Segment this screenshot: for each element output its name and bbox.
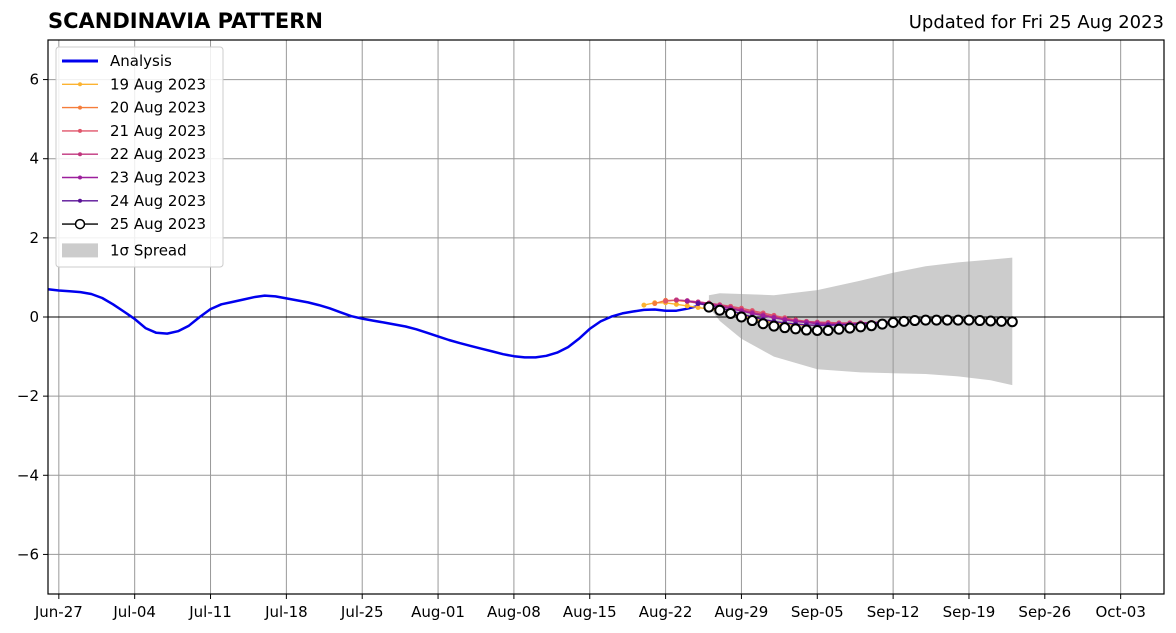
legend-swatch-marker <box>78 198 82 203</box>
latest-point <box>1006 316 1018 328</box>
x-tick-label: Jul-04 <box>112 603 156 621</box>
legend-label: 22 Aug 2023 <box>110 145 206 163</box>
forecast-point-2 <box>663 298 669 304</box>
legend-label: 25 Aug 2023 <box>110 215 206 233</box>
legend-swatch-marker <box>78 82 82 87</box>
latest-point <box>714 304 726 316</box>
forecast-point-3 <box>673 297 679 303</box>
latest-series-layer <box>703 301 1018 336</box>
y-tick-label: −4 <box>17 466 39 484</box>
latest-point <box>833 323 845 335</box>
latest-point <box>768 320 780 332</box>
latest-point <box>779 322 791 334</box>
legend-label: 24 Aug 2023 <box>110 192 206 210</box>
forecast-point-0 <box>695 305 701 311</box>
latest-point <box>952 314 964 326</box>
latest-point <box>865 320 877 332</box>
latest-point <box>963 314 975 326</box>
latest-point <box>995 315 1007 327</box>
x-tick-label: Sep-12 <box>867 603 920 621</box>
y-tick-label: 0 <box>29 308 39 326</box>
legend: Analysis 19 Aug 2023 20 Aug 2023 21 Aug 202… <box>55 46 224 268</box>
latest-point <box>746 315 758 327</box>
legend-swatch-marker <box>78 152 82 157</box>
legend-box <box>55 46 224 268</box>
x-tick-label: Sep-05 <box>791 603 844 621</box>
axis-layer: Jun-27 Jul-04 Jul-11 Jul-18 Jul-25 Aug-01 Aug-… <box>17 71 1146 621</box>
x-tick-label: Aug-22 <box>639 603 693 621</box>
y-tick-label: −6 <box>17 545 39 563</box>
analysis-series-line <box>47 288 699 359</box>
latest-point <box>822 324 834 336</box>
forecast-point-4 <box>684 298 690 304</box>
y-tick-label: 4 <box>29 150 39 168</box>
x-tick-label: Jun-27 <box>34 603 83 621</box>
legend-label: 21 Aug 2023 <box>110 122 206 140</box>
x-tick-label: Jul-11 <box>188 603 232 621</box>
latest-point <box>811 324 823 336</box>
latest-point <box>898 315 910 327</box>
x-tick-label: Sep-19 <box>943 603 996 621</box>
legend-swatch-marker <box>74 218 86 230</box>
latest-point <box>800 324 812 336</box>
updated-label: Updated for Fri 25 Aug 2023 <box>908 12 1164 33</box>
latest-point <box>941 314 953 326</box>
y-tick-label: 2 <box>29 229 39 247</box>
x-tick-label: Aug-01 <box>411 603 465 621</box>
legend-swatch-marker <box>78 175 82 180</box>
x-tick-label: Aug-15 <box>563 603 617 621</box>
latest-point <box>909 315 921 327</box>
legend-swatch-marker <box>78 105 82 110</box>
latest-point <box>985 315 997 327</box>
forecast-point-1 <box>652 301 658 307</box>
legend-label: 19 Aug 2023 <box>110 75 206 93</box>
x-tick-label: Aug-08 <box>487 603 541 621</box>
latest-point <box>930 314 942 326</box>
x-tick-label: Jul-25 <box>340 603 384 621</box>
latest-point <box>855 321 867 333</box>
x-tick-label: Sep-26 <box>1018 603 1071 621</box>
latest-point <box>757 318 769 330</box>
forecast-point-5 <box>695 301 701 307</box>
legend-label: Analysis <box>110 52 172 70</box>
latest-point <box>725 307 737 319</box>
latest-point <box>920 314 932 326</box>
forecast-point-0 <box>641 302 647 308</box>
legend-label: 20 Aug 2023 <box>110 99 206 117</box>
x-tick-label: Jul-18 <box>264 603 308 621</box>
latest-point <box>844 322 856 334</box>
latest-point <box>790 323 802 335</box>
latest-point <box>735 311 747 323</box>
x-tick-label: Oct-03 <box>1095 603 1145 621</box>
legend-label: 1σ Spread <box>110 241 187 259</box>
forecast-point-0 <box>684 303 690 309</box>
legend-swatch-marker <box>78 128 82 133</box>
forecast-point-0 <box>673 301 679 307</box>
latest-point <box>887 317 899 329</box>
latest-point <box>974 315 986 327</box>
legend-swatch-spread <box>62 243 98 258</box>
x-tick-label: Aug-29 <box>715 603 769 621</box>
y-tick-label: −2 <box>17 387 39 405</box>
chart-title: SCANDINAVIA PATTERN <box>48 9 323 33</box>
legend-label: 23 Aug 2023 <box>110 169 206 187</box>
latest-point <box>876 318 888 330</box>
latest-point <box>703 301 715 313</box>
y-tick-label: 6 <box>29 71 39 89</box>
